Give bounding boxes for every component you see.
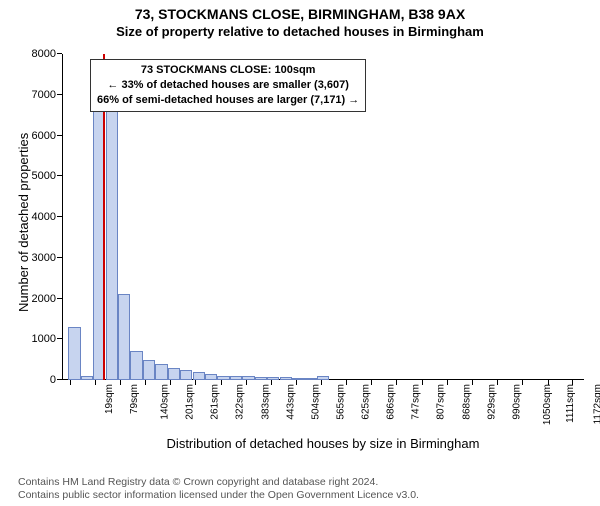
histogram-bar — [155, 364, 167, 380]
xtick-label: 1050sqm — [542, 384, 553, 425]
xtick-mark — [70, 380, 71, 385]
xtick-label: 201sqm — [185, 384, 196, 420]
ytick-label: 3000 — [32, 252, 56, 264]
xtick-label: 807sqm — [436, 384, 447, 420]
ytick-mark — [57, 94, 62, 95]
histogram-bar — [81, 376, 93, 380]
ytick-mark — [57, 175, 62, 176]
page-subtitle: Size of property relative to detached ho… — [0, 24, 600, 39]
xtick-label: 747sqm — [411, 384, 422, 420]
annotation-line: ← 33% of detached houses are smaller (3,… — [97, 78, 359, 93]
histogram-bar — [255, 377, 267, 380]
xtick-mark — [497, 380, 498, 385]
histogram-bar — [267, 377, 279, 380]
histogram-bar — [68, 327, 80, 380]
histogram-bar — [317, 376, 329, 380]
histogram-bar — [242, 376, 254, 380]
xtick-label: 443sqm — [285, 384, 296, 420]
xtick-label: 929sqm — [486, 384, 497, 420]
ytick-label: 4000 — [32, 211, 56, 223]
xtick-mark — [120, 380, 121, 385]
xtick-label: 686sqm — [386, 384, 397, 420]
xtick-mark — [95, 380, 96, 385]
xtick-mark — [170, 380, 171, 385]
ytick-mark — [57, 379, 62, 380]
histogram-bar — [106, 111, 118, 380]
ytick-label: 6000 — [32, 130, 56, 142]
xtick-label: 383sqm — [260, 384, 271, 420]
xtick-label: 140sqm — [160, 384, 171, 420]
histogram-bar — [118, 294, 130, 380]
footer-attribution: Contains HM Land Registry data © Crown c… — [18, 476, 590, 502]
ytick-label: 5000 — [32, 170, 56, 182]
ytick-mark — [57, 257, 62, 258]
ytick-mark — [57, 338, 62, 339]
ytick-mark — [57, 216, 62, 217]
xtick-mark — [548, 380, 549, 385]
histogram-bar — [280, 377, 292, 380]
histogram-bar — [143, 360, 155, 380]
annotation-line: 66% of semi-detached houses are larger (… — [97, 93, 359, 108]
ytick-mark — [57, 298, 62, 299]
xtick-mark — [145, 380, 146, 385]
histogram-bar — [180, 370, 192, 380]
xtick-label: 625sqm — [361, 384, 372, 420]
xtick-mark — [346, 380, 347, 385]
histogram-bar — [168, 368, 180, 380]
ytick-label: 7000 — [32, 89, 56, 101]
xtick-mark — [296, 380, 297, 385]
xtick-label: 868sqm — [461, 384, 472, 420]
xtick-mark — [396, 380, 397, 385]
footer-line: Contains public sector information licen… — [18, 489, 590, 502]
xtick-label: 79sqm — [129, 384, 140, 414]
y-axis-label: Number of detached properties — [16, 133, 31, 312]
xtick-label: 19sqm — [104, 384, 115, 414]
histogram-bar — [292, 378, 304, 380]
page-title: 73, STOCKMANS CLOSE, BIRMINGHAM, B38 9AX — [0, 6, 600, 22]
xtick-mark — [447, 380, 448, 385]
ytick-label: 8000 — [32, 48, 56, 60]
ytick-mark — [57, 135, 62, 136]
histogram-bar — [230, 376, 242, 380]
chart-annotation-box: 73 STOCKMANS CLOSE: 100sqm ← 33% of deta… — [90, 59, 366, 112]
annotation-line: 73 STOCKMANS CLOSE: 100sqm — [97, 63, 359, 78]
histogram-bar — [193, 372, 205, 380]
xtick-mark — [371, 380, 372, 385]
x-axis-label: Distribution of detached houses by size … — [62, 436, 584, 451]
ytick-label: 0 — [50, 374, 56, 386]
ytick-label: 1000 — [32, 333, 56, 345]
xtick-mark — [422, 380, 423, 385]
footer-line: Contains HM Land Registry data © Crown c… — [18, 476, 590, 489]
xtick-mark — [271, 380, 272, 385]
xtick-label: 504sqm — [310, 384, 321, 420]
xtick-label: 1111sqm — [565, 384, 576, 423]
xtick-label: 990sqm — [512, 384, 523, 420]
xtick-label: 1172sqm — [592, 384, 600, 424]
xtick-mark — [572, 380, 573, 385]
xtick-mark — [472, 380, 473, 385]
xtick-mark — [195, 380, 196, 385]
xtick-mark — [522, 380, 523, 385]
xtick-mark — [321, 380, 322, 385]
xtick-mark — [246, 380, 247, 385]
histogram-bar — [130, 351, 142, 380]
xtick-label: 565sqm — [336, 384, 347, 420]
xtick-label: 261sqm — [210, 384, 221, 420]
xtick-label: 322sqm — [235, 384, 246, 420]
xtick-mark — [221, 380, 222, 385]
histogram-bar — [217, 376, 229, 380]
ytick-mark — [57, 53, 62, 54]
histogram-bar — [205, 374, 217, 380]
histogram-bar — [304, 378, 316, 380]
ytick-label: 2000 — [32, 293, 56, 305]
